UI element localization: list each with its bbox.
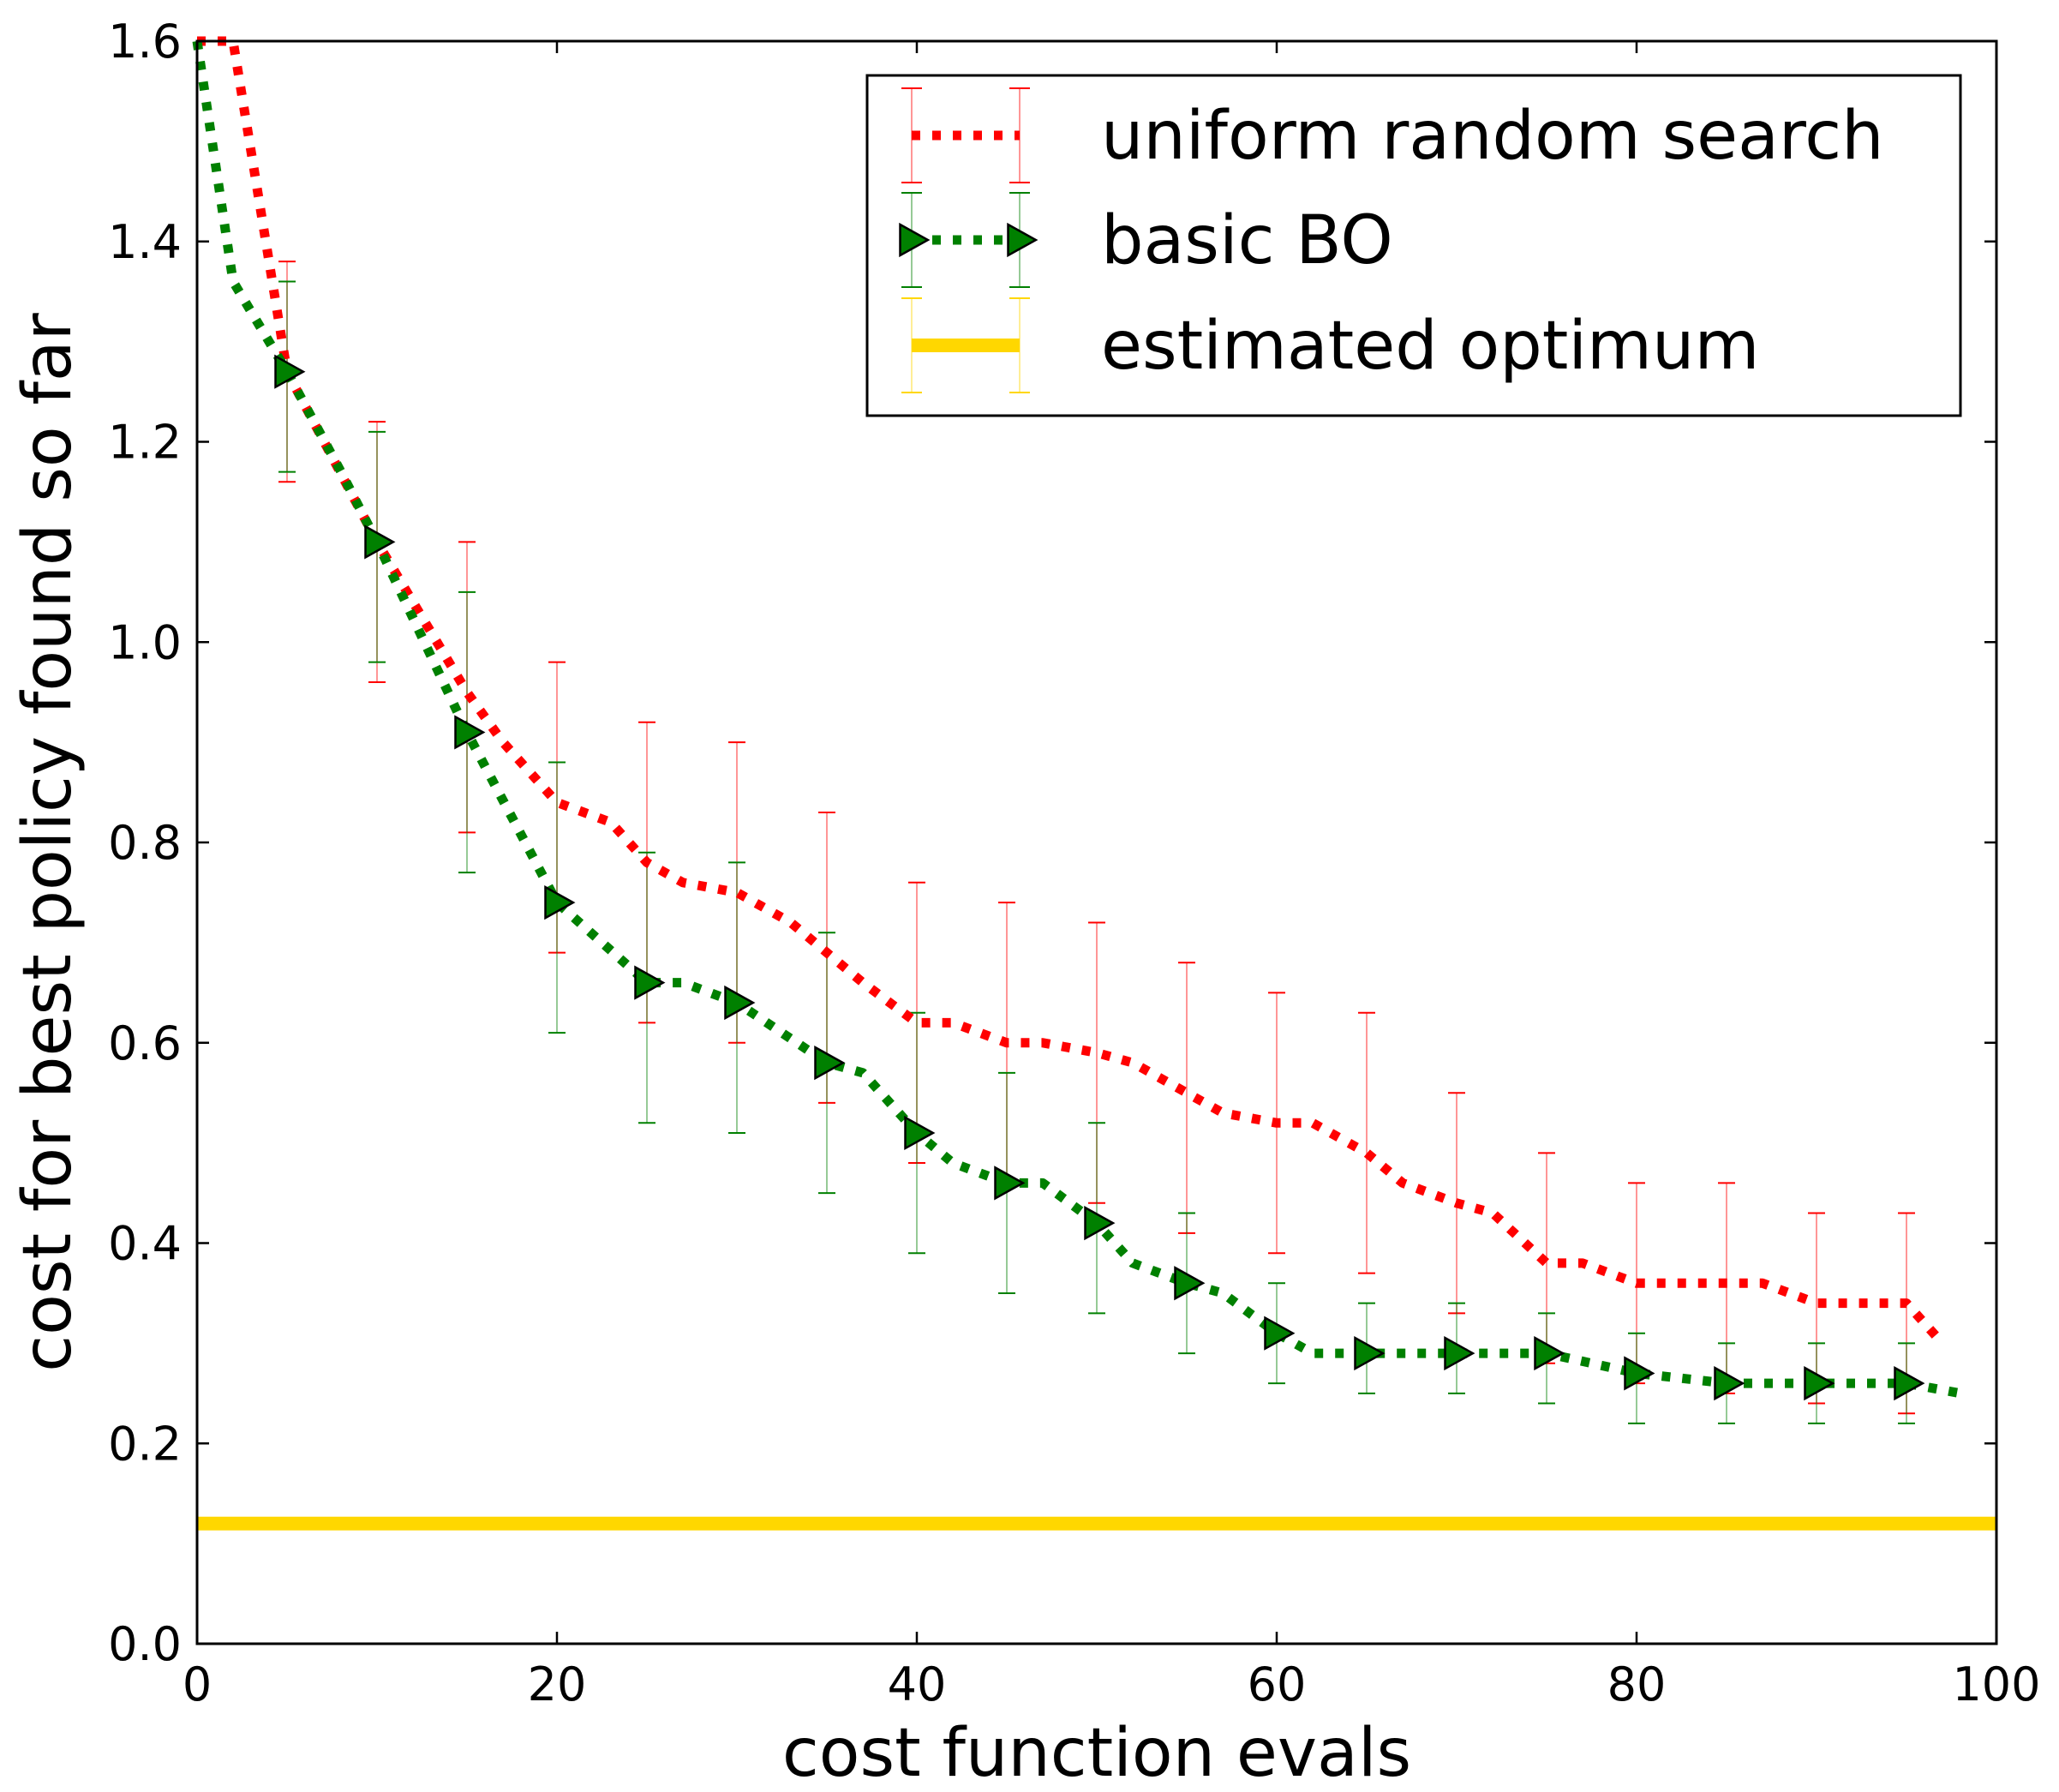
x-tick-label: 80	[1607, 1657, 1667, 1711]
legend-label: basic BO	[1101, 202, 1393, 279]
basic-bo-marker	[1444, 1335, 1475, 1371]
basic-bo-marker	[724, 985, 756, 1021]
y-tick-label: 0.2	[108, 1417, 182, 1471]
basic-bo-marker	[1084, 1206, 1116, 1241]
y-tick-label: 1.2	[108, 416, 182, 470]
basic-bo-marker	[364, 524, 396, 560]
legend-marker	[899, 222, 931, 258]
basic-bo-marker	[1174, 1266, 1206, 1301]
x-tick-label: 20	[528, 1657, 587, 1711]
basic-bo-marker	[1894, 1366, 1925, 1401]
legend-label: uniform random search	[1101, 98, 1884, 175]
plot-area	[192, 36, 1996, 1531]
axis-ticks: 0 20 40 60 80 100 0.0 0.2 0.4 0.6 0.8 1.0 1.2 1.4 1.6	[108, 15, 2040, 1711]
basic-bo-marker	[1804, 1366, 1835, 1401]
x-axis-title: cost function evals	[782, 1715, 1411, 1792]
x-tick-label: 0	[183, 1657, 212, 1711]
basic-bo-marker	[904, 1115, 936, 1151]
basic-bo-marker	[1354, 1335, 1386, 1371]
basic-bo-marker	[544, 885, 576, 920]
legend: uniform random search basic BO estimated o…	[865, 74, 1962, 417]
y-tick-label: 0.8	[108, 816, 182, 870]
y-tick-label: 1.6	[108, 15, 182, 69]
basic-bo-marker	[1624, 1356, 1655, 1391]
basic-bo-marker	[274, 354, 306, 389]
basic-bo-marker	[1714, 1366, 1745, 1401]
basic-bo-marker	[454, 715, 486, 750]
legend-label: estimated optimum	[1101, 308, 1759, 385]
y-tick-label: 1.0	[108, 615, 182, 669]
basic-bo-marker	[1534, 1335, 1565, 1371]
basic-bo-marker	[994, 1166, 1026, 1201]
x-tick-label: 40	[888, 1657, 947, 1711]
legend-marker	[1007, 222, 1038, 258]
basic-bo-marker	[634, 965, 666, 1000]
y-tick-label: 1.4	[108, 215, 182, 269]
x-tick-label: 60	[1248, 1657, 1307, 1711]
basic-bo-marker	[1264, 1316, 1296, 1351]
random-search-line	[197, 36, 1947, 1347]
axes-frame	[195, 39, 1998, 1645]
y-tick-label: 0.4	[108, 1217, 182, 1271]
basic-bo-marker	[814, 1046, 846, 1081]
y-tick-label: 0.0	[108, 1617, 182, 1671]
legend-box	[865, 74, 1962, 417]
y-axis-title: cost for best policy found so far	[9, 312, 87, 1371]
x-tick-label: 100	[1952, 1657, 2040, 1711]
y-tick-label: 0.6	[108, 1016, 182, 1070]
